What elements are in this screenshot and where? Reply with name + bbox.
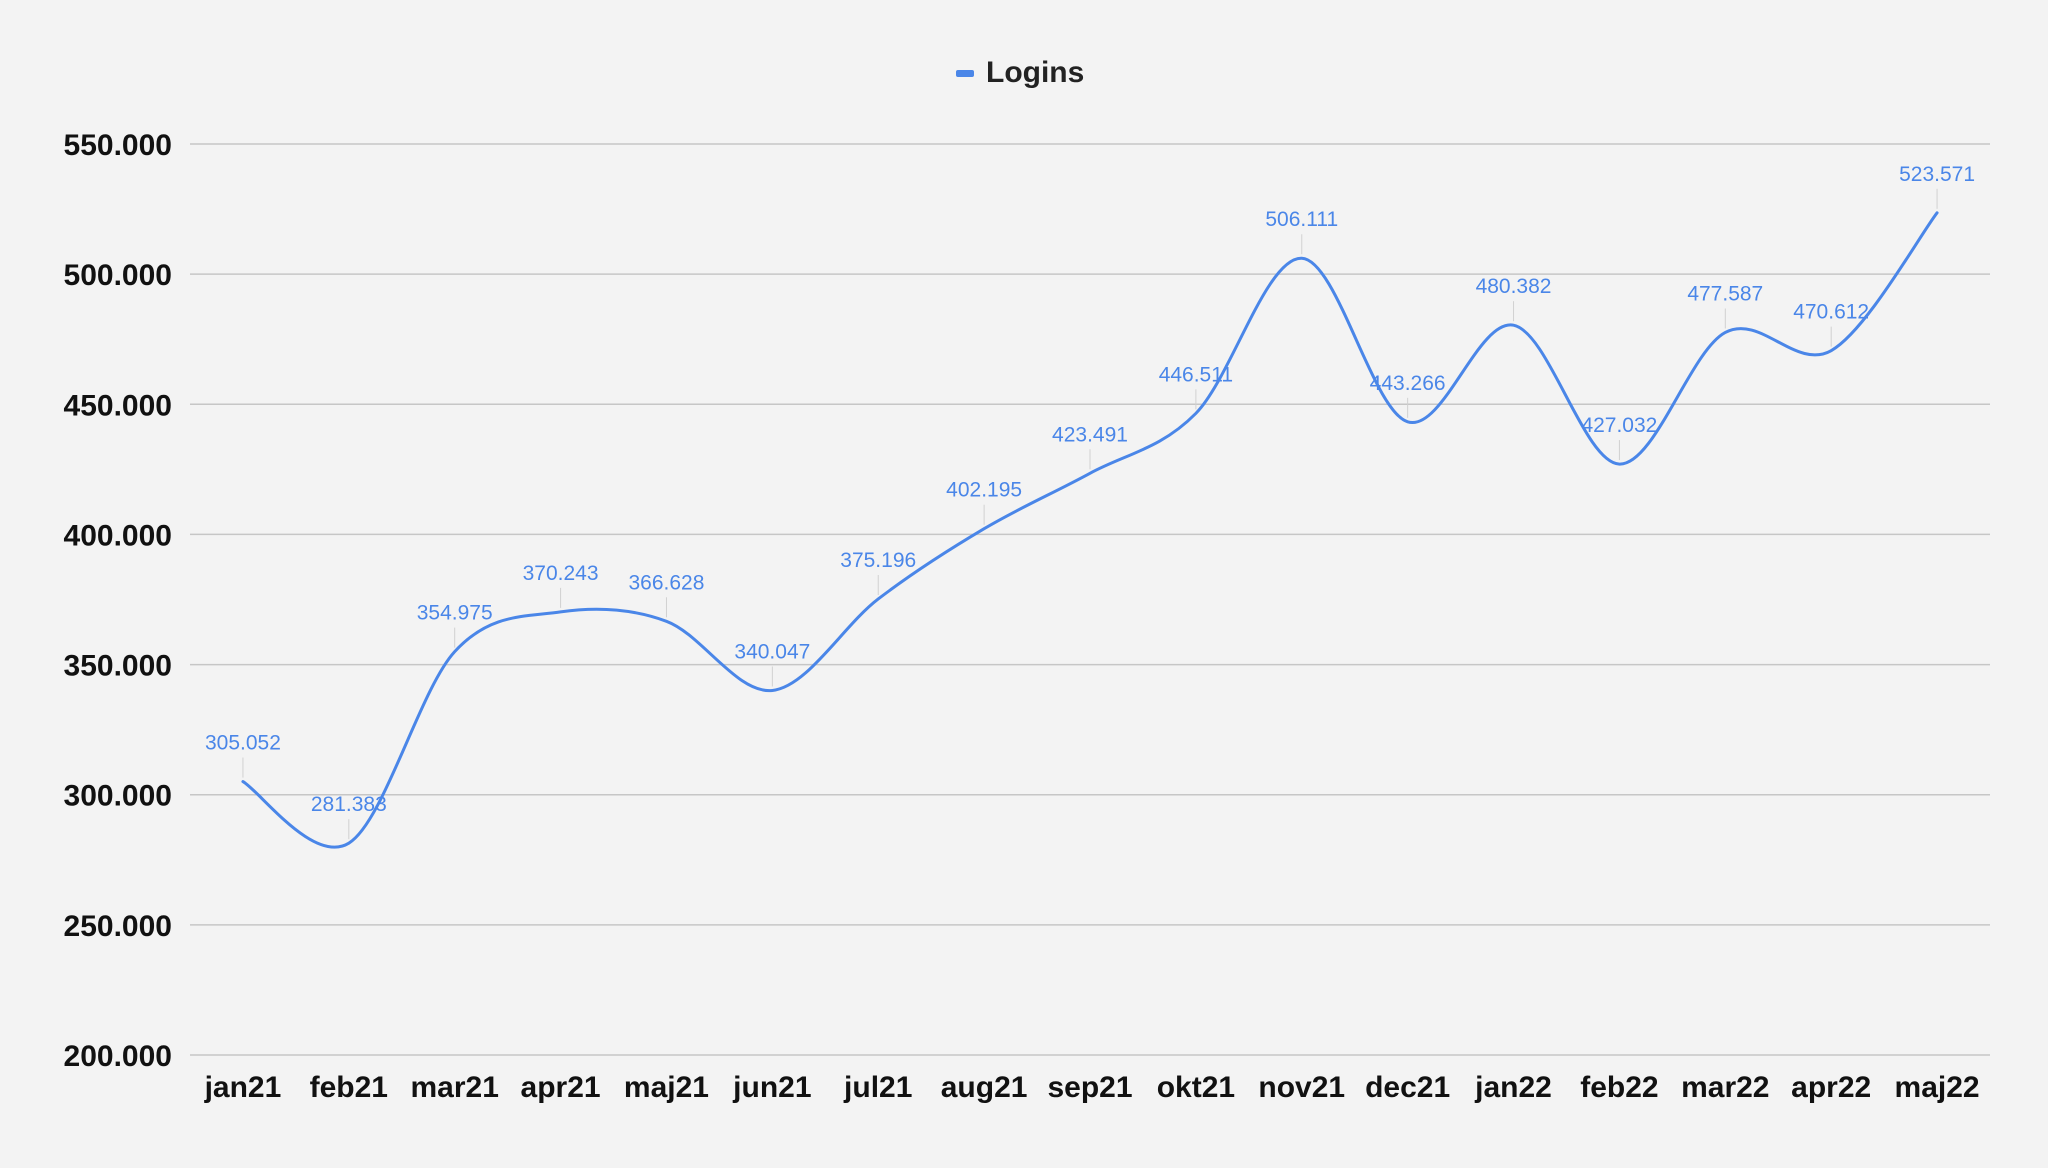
x-tick-label: okt21 <box>1157 1071 1235 1104</box>
y-tick-label: 550.000 <box>64 129 172 162</box>
y-tick-label: 250.000 <box>64 910 172 943</box>
y-tick-label: 500.000 <box>64 259 172 292</box>
x-tick-label: jan21 <box>204 1071 282 1104</box>
x-tick-label: nov21 <box>1258 1071 1345 1104</box>
data-label: 446.511 <box>1159 363 1233 386</box>
data-label: 354.975 <box>417 602 493 625</box>
data-label: 370.243 <box>523 562 599 585</box>
y-tick-label: 400.000 <box>64 519 172 552</box>
gridlines <box>190 143 1990 1056</box>
y-tick-label: 450.000 <box>64 389 172 422</box>
series-line-logins <box>241 211 1939 849</box>
x-tick-label: jul21 <box>843 1071 912 1104</box>
x-tick-label: apr21 <box>521 1071 601 1104</box>
data-label: 366.628 <box>629 571 705 594</box>
x-tick-label: jan22 <box>1474 1071 1552 1104</box>
x-tick-label: dec21 <box>1365 1071 1450 1104</box>
x-tick-label: mar21 <box>411 1071 499 1104</box>
chart-legend: Logins <box>956 56 1084 89</box>
x-tick-label: jun21 <box>732 1071 811 1104</box>
data-label: 305.052 <box>205 732 281 755</box>
data-label: 523.571 <box>1899 163 1975 186</box>
data-label: 375.196 <box>840 549 916 572</box>
data-label: 423.491 <box>1052 423 1128 446</box>
y-tick-label: 200.000 <box>64 1040 172 1073</box>
x-tick-label: feb21 <box>310 1071 388 1104</box>
x-tick-label: maj21 <box>624 1071 709 1104</box>
x-tick-label: aug21 <box>941 1071 1028 1104</box>
x-tick-label: feb22 <box>1580 1071 1658 1104</box>
data-labels: 305.052 281.383 354.975 370.243 366.628 340.0… <box>205 163 1975 816</box>
data-label: 470.612 <box>1793 301 1869 324</box>
data-label: 340.047 <box>734 640 810 663</box>
legend-label: Logins <box>986 56 1084 89</box>
data-label: 480.382 <box>1476 275 1552 298</box>
data-label: 443.266 <box>1370 372 1446 395</box>
data-label: 281.383 <box>311 793 387 816</box>
legend-swatch <box>956 70 974 77</box>
y-tick-label: 350.000 <box>64 650 172 683</box>
data-label: 402.195 <box>946 479 1022 502</box>
data-label: 427.032 <box>1581 414 1657 437</box>
x-axis-tick-labels: jan21 feb21 mar21 apr21 maj21 jun21 jul21 aug21… <box>204 1071 1980 1104</box>
x-tick-label: mar22 <box>1681 1071 1769 1104</box>
data-label-leaders <box>242 188 1938 840</box>
x-tick-label: sep21 <box>1047 1071 1132 1104</box>
y-tick-label: 300.000 <box>64 780 172 813</box>
y-axis-tick-labels: 200.000 250.000 300.000 350.000 400.000 450.0… <box>64 129 172 1073</box>
data-label: 477.587 <box>1687 282 1763 305</box>
x-tick-label: maj22 <box>1895 1071 1980 1104</box>
x-tick-label: apr22 <box>1791 1071 1871 1104</box>
data-label: 506.111 <box>1265 208 1338 231</box>
